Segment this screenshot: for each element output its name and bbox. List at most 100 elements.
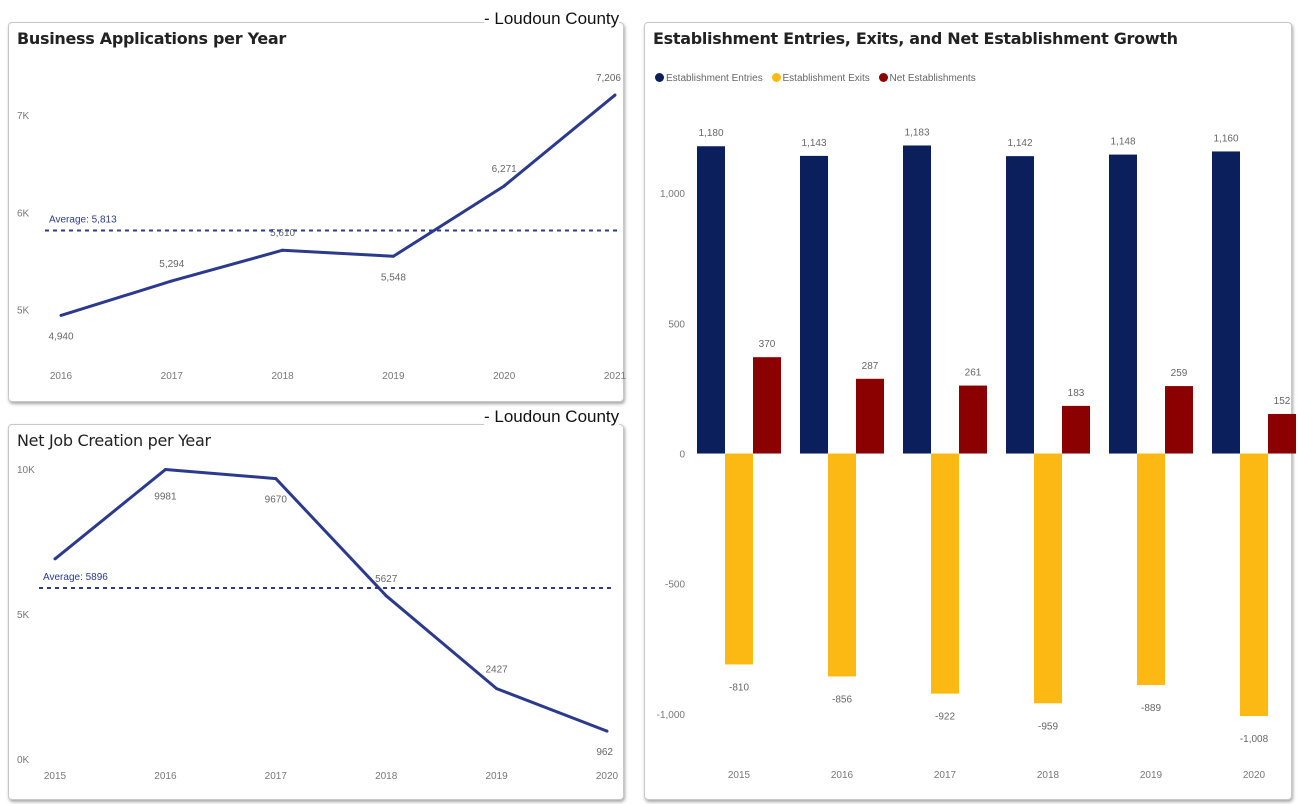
jobs-point-0 <box>53 557 57 561</box>
bar-net-2016 <box>856 378 884 454</box>
applications-point-4 <box>502 184 506 188</box>
bar-exits-2018 <box>1034 453 1062 704</box>
applications-y-tick-2: 7K <box>17 111 30 122</box>
bar-label-entries-2015: 1,180 <box>698 128 723 139</box>
bar-label-entries-2018: 1,142 <box>1007 138 1032 149</box>
jobs-x-tick-2: 2017 <box>265 771 288 782</box>
jobs-x-tick-0: 2015 <box>44 771 67 782</box>
applications-data-label-2: 5,610 <box>270 228 295 239</box>
establishment-y-tick-4: 1,000 <box>660 189 685 200</box>
business-applications-chart: 5K 6K 7K 2016 2017 2018 2019 2020 2021 Average: 5… <box>17 73 627 382</box>
establishment-x-tick-0: 2015 <box>728 770 751 781</box>
jobs-series-line <box>54 468 608 733</box>
bar-label-entries-2019: 1,148 <box>1110 137 1135 148</box>
jobs-point-1 <box>163 468 167 472</box>
bar-net-2018 <box>1062 405 1090 454</box>
bar-label-entries-2020: 1,160 <box>1213 133 1238 144</box>
applications-average-label: Average: 5,813 <box>49 215 117 226</box>
bar-net-2017 <box>959 385 987 454</box>
legend-item-exits[interactable]: Establishment Exits <box>771 73 870 84</box>
bar-exits-2020 <box>1240 453 1268 717</box>
legend-item-net[interactable]: Net Establishments <box>878 73 976 84</box>
bar-label-net-2015: 370 <box>759 339 776 350</box>
jobs-x-tick-1: 2016 <box>154 771 177 782</box>
legend-label-entries: Establishment Entries <box>666 73 763 84</box>
bar-label-net-2018: 183 <box>1068 388 1085 399</box>
applications-data-label-4: 6,271 <box>492 164 517 175</box>
establishment-x-tick-3: 2018 <box>1037 770 1060 781</box>
bar-entries-2018 <box>1006 156 1034 454</box>
jobs-y-tick-0: 0K <box>17 755 30 766</box>
applications-x-tick-3: 2019 <box>382 371 405 382</box>
bar-label-net-2016: 287 <box>862 361 879 372</box>
bar-label-net-2020: 152 <box>1274 396 1291 407</box>
establishment-y-tick-3: 500 <box>668 319 685 330</box>
applications-data-label-5: 7,206 <box>596 73 621 84</box>
jobs-data-label-4: 2427 <box>485 665 508 676</box>
establishment-growth-title: Establishment Entries, Exits, and Net Es… <box>653 29 1178 48</box>
jobs-data-label-1: 9981 <box>154 492 177 503</box>
legend-label-exits: Establishment Exits <box>782 73 870 84</box>
establishment-x-tick-2: 2017 <box>934 770 957 781</box>
bar-label-exits-2019: -889 <box>1141 703 1161 714</box>
establishment-growth-chart: -1,000 -500 0 500 1,000 2015 1,180 -810 370 2016 1… <box>657 127 1296 781</box>
bar-entries-2017 <box>903 145 931 454</box>
bar-exits-2019 <box>1137 453 1165 686</box>
business-applications-panel[interactable]: Business Applications per Year 5K 6K 7K 201… <box>8 22 627 402</box>
bar-exits-2017 <box>931 453 959 694</box>
bar-label-exits-2018: -959 <box>1038 721 1058 732</box>
legend-dot-exits <box>771 73 781 82</box>
net-job-creation-panel[interactable]: Net Job Creation per Year 0K 5K 10K 2015 201… <box>8 424 624 800</box>
jobs-point-5 <box>605 729 609 733</box>
applications-x-tick-1: 2017 <box>161 371 184 382</box>
jobs-x-tick-4: 2019 <box>485 771 508 782</box>
jobs-y-tick-2: 10K <box>17 465 35 476</box>
net-job-creation-chart: 0K 5K 10K 2015 2016 2017 2018 2019 2020 Average: … <box>17 465 619 782</box>
business-applications-title: Business Applications per Year <box>17 29 287 48</box>
applications-x-tick-4: 2020 <box>493 371 516 382</box>
chart-subtitle-loudoun-2: - Loudoun County <box>484 407 620 427</box>
bar-label-exits-2015: -810 <box>729 682 749 693</box>
legend-dot-net <box>878 73 888 82</box>
legend-item-entries[interactable]: Establishment Entries <box>655 73 763 84</box>
jobs-x-tick-5: 2020 <box>596 771 619 782</box>
net-job-creation-title: Net Job Creation per Year <box>17 431 211 450</box>
establishment-x-tick-4: 2019 <box>1140 770 1163 781</box>
establishment-x-tick-5: 2020 <box>1243 770 1266 781</box>
jobs-data-label-3: 5627 <box>375 574 398 585</box>
bar-exits-2016 <box>828 453 856 677</box>
bar-exits-2015 <box>725 453 753 665</box>
applications-data-label-0: 4,940 <box>48 331 73 342</box>
applications-y-tick-1: 6K <box>17 208 30 219</box>
applications-point-0 <box>59 313 63 317</box>
bar-label-exits-2016: -856 <box>832 694 852 705</box>
applications-y-tick-0: 5K <box>17 306 30 317</box>
bar-label-net-2017: 261 <box>965 368 982 379</box>
establishment-y-tick-0: -1,000 <box>657 710 686 721</box>
jobs-average-label: Average: 5896 <box>43 572 108 583</box>
establishment-y-tick-2: 0 <box>679 450 685 461</box>
jobs-data-label-2: 9670 <box>265 495 288 506</box>
bar-net-2019 <box>1165 386 1193 454</box>
bar-entries-2020 <box>1212 151 1240 454</box>
bar-entries-2019 <box>1109 154 1137 454</box>
bar-label-entries-2016: 1,143 <box>801 138 826 149</box>
applications-data-label-3: 5,548 <box>381 272 406 283</box>
applications-series-line <box>60 93 616 317</box>
bar-label-net-2019: 259 <box>1171 368 1188 379</box>
bar-label-entries-2017: 1,183 <box>904 127 929 138</box>
applications-x-tick-0: 2016 <box>50 371 73 382</box>
establishment-x-tick-1: 2016 <box>831 770 854 781</box>
applications-x-tick-2: 2018 <box>271 371 294 382</box>
bar-label-exits-2020: -1,008 <box>1240 734 1269 745</box>
establishment-legend: Establishment Entries Establishment Exit… <box>655 73 982 84</box>
chart-subtitle-loudoun-1: - Loudoun County <box>484 9 620 29</box>
bar-net-2020 <box>1268 413 1296 454</box>
legend-label-net: Net Establishments <box>889 73 976 84</box>
bar-net-2015 <box>753 357 781 454</box>
bar-label-exits-2017: -922 <box>935 712 955 723</box>
bar-entries-2015 <box>697 146 725 454</box>
establishment-growth-panel[interactable]: Establishment Entries, Exits, and Net Es… <box>644 22 1296 800</box>
applications-point-5 <box>613 93 617 97</box>
jobs-y-tick-1: 5K <box>17 610 30 621</box>
